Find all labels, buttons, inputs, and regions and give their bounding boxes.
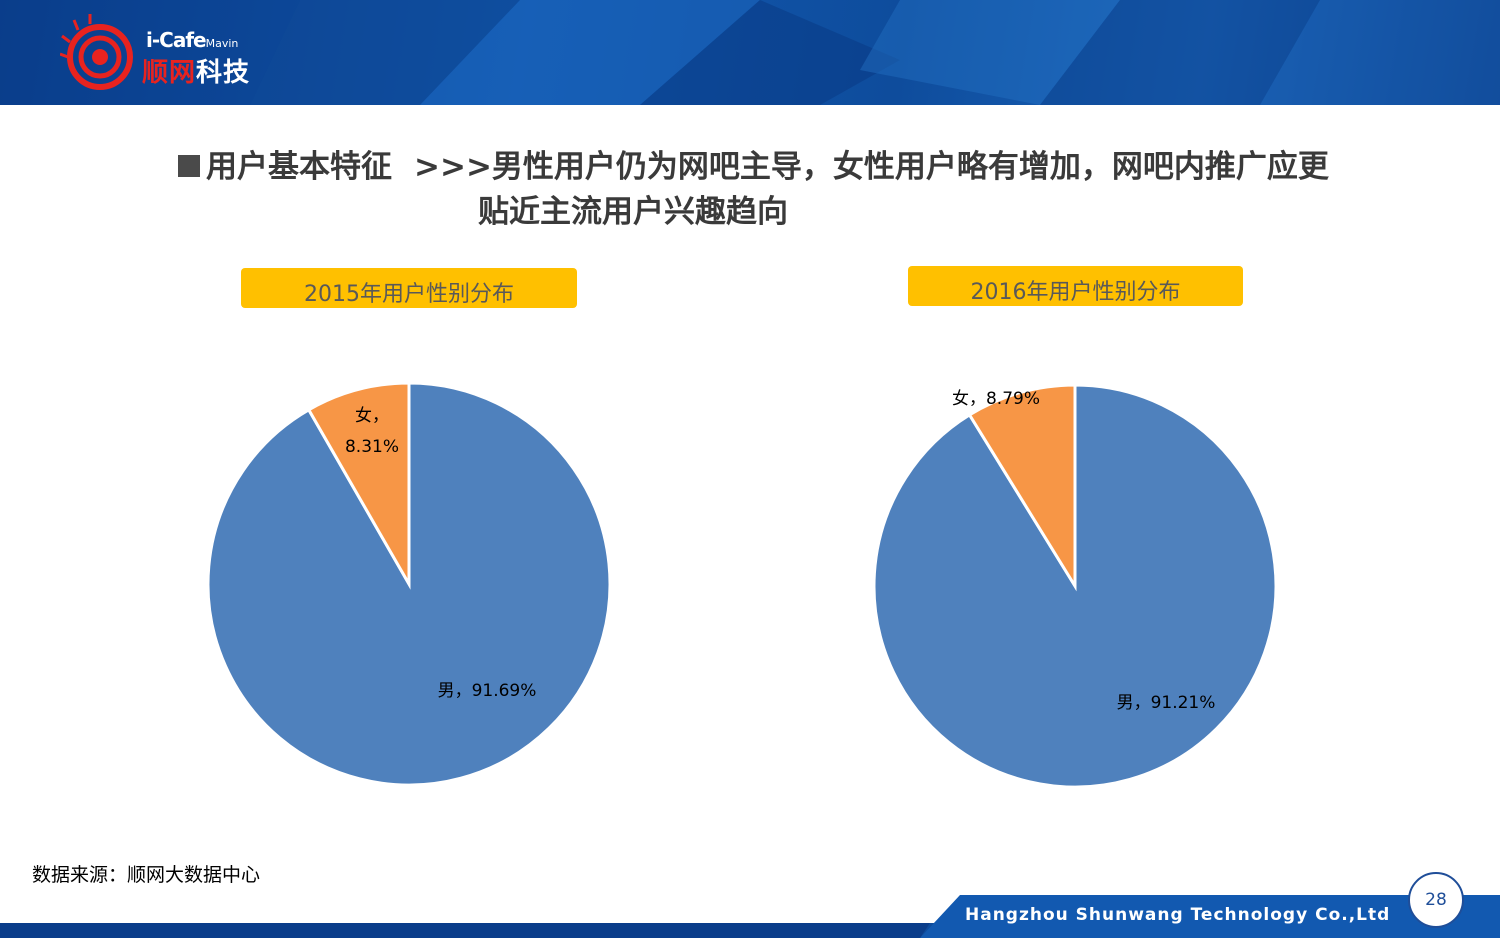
pie-2015-label-male: 男，91.69% <box>438 681 537 701</box>
header-facet-pattern <box>0 0 1500 105</box>
pie-2016-slice-female <box>967 383 1077 592</box>
pie-2015-label-female-line2: 8.31% <box>345 437 399 457</box>
logo-company-name: 顺网科技 <box>142 52 250 89</box>
chart-title-2015: 2015年用户性别分布 <box>241 268 577 308</box>
pie-chart-2015: 男，91.69% 女， 8.31% <box>206 381 612 787</box>
pie-2016-label-male: 男，91.21% <box>1117 693 1216 713</box>
target-logo-icon <box>59 14 133 90</box>
company-logo: i-CafeMavin 顺网科技 <box>59 12 300 92</box>
footer-bar <box>0 895 1500 938</box>
page-number: 28 <box>1408 872 1464 928</box>
logo-name-red: 顺网 <box>142 58 197 88</box>
pie-chart-2016: 男，91.21% 女，8.79% <box>872 383 1278 789</box>
header-banner: i-CafeMavin 顺网科技 <box>0 0 1500 105</box>
data-source-note: 数据来源：顺网大数据中心 <box>32 864 261 886</box>
pie-2015-label-female-line1: 女， <box>355 406 389 426</box>
logo-name-white: 科技 <box>196 58 251 88</box>
page-title: 用户基本特征 >>>男性用户仍为网吧主导，女性用户略有增加，网吧内推广应更 <box>178 145 1398 190</box>
pie-2016-label-female: 女，8.79% <box>952 389 1040 409</box>
logo-brand-main: i-Cafe <box>146 28 207 52</box>
title-headline-line2: 贴近主流用户兴趣趋向 <box>478 194 788 230</box>
logo-brand-sub: Mavin <box>205 37 239 50</box>
pie-2015-slice-female <box>306 381 411 590</box>
title-headline-line1: >>>男性用户仍为网吧主导，女性用户略有增加，网吧内推广应更 <box>414 149 1329 185</box>
chart-title-2016: 2016年用户性别分布 <box>908 266 1243 306</box>
footer-company: Hangzhou Shunwang Technology Co.,Ltd <box>965 905 1391 925</box>
logo-brand-text: i-CafeMavin <box>146 28 238 52</box>
title-square-icon <box>178 155 200 177</box>
title-section: 用户基本特征 <box>206 149 392 185</box>
